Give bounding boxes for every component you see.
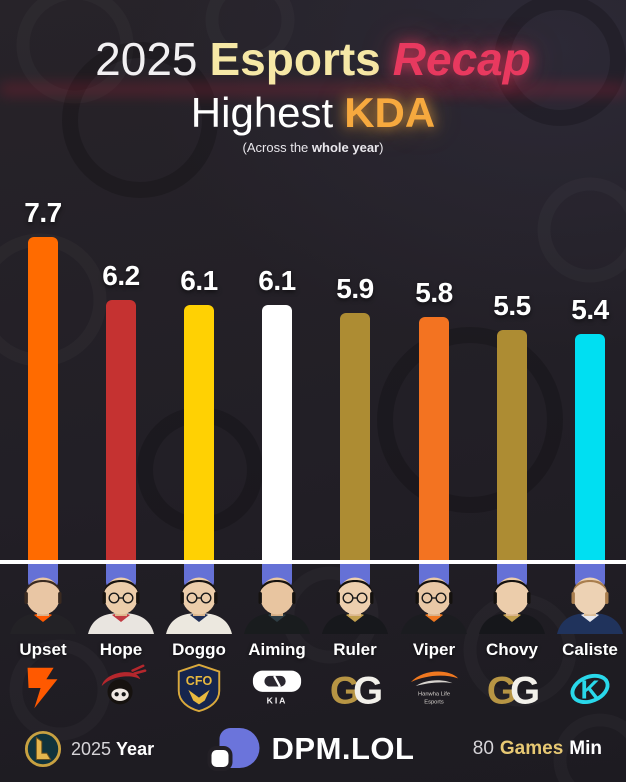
hle-logo-text-2: Esports [424,699,444,705]
bar-column-chovy: 5.5 [473,0,551,562]
player-name: Hope [99,640,143,659]
cfo-logo-text: CFO [186,674,213,688]
title-recap: Recap [392,33,531,85]
player-column-viper: Viper Hanwha Life Esports [395,564,473,716]
geng-logo: G G [487,669,539,712]
player-photo-viper [401,577,467,634]
bar [262,305,292,562]
footer-left: 2025 Year [24,730,154,768]
player-photo-hope [88,577,154,634]
subtitle: Highest KDA [0,89,626,137]
footer: 2025 Year DPM.LOL 80 Games Min [0,716,626,782]
player-name: Chovy [486,640,538,659]
bar-column-upset: 7.7 [4,0,82,562]
bar-column-doggo: 6.1 [160,0,238,562]
svg-text:G: G [487,669,517,712]
subtitle-highest: Highest [190,88,334,136]
brand-name: DPM.LOL [271,731,415,766]
svg-text:G: G [510,669,539,712]
player-column-doggo: Doggo CFO [160,564,238,716]
player-column-chovy: Chovy G G [473,564,551,716]
hle-logo-text-1: Hanwha Life [418,692,450,698]
bar-value: 6.1 [258,265,296,296]
title-esports: Esports [209,33,381,85]
red-glow-band [0,84,626,95]
bar [340,313,370,562]
player-name: Caliste [562,640,618,659]
footer-brand: DPM.LOL [211,727,415,771]
glasses-icon [421,592,447,604]
bar-value: 5.9 [336,273,374,304]
bar [184,305,214,562]
bar [419,317,449,562]
hanwha-life-esports-logo: Hanwha Life Esports [410,671,459,705]
bar-column-viper: 5.8 [395,0,473,562]
dpm-lol-logo [211,727,260,771]
bar-column-caliste: 5.4 [551,0,626,562]
ninjas-in-pyjamas-logo [101,664,147,705]
player-photo-chovy [479,577,545,634]
bar-value: 6.1 [180,265,218,296]
svg-text:G: G [353,669,382,712]
footer-year: 2025 Year [71,738,155,759]
chart-baseline [0,560,626,564]
page-title: 2025 Esports Recap [0,34,626,85]
bar-value: 6.2 [102,260,140,291]
kia-logo: KIA [252,670,302,705]
cfo-logo: CFO [177,663,221,713]
glasses-icon [342,592,368,604]
geng-logo: G G [330,669,382,712]
bar [497,330,527,562]
league-of-legends-logo [24,730,62,768]
player-photo-ruler [322,577,388,634]
player-name: Upset [19,640,67,659]
kda-bar-chart: 7.7 6.2 6.1 6.1 5.9 5.8 5.5 5.4 [4,0,626,562]
player-photo-doggo [166,577,232,634]
player-photo-caliste [557,577,623,634]
title-year: 2025 [95,33,198,85]
svg-text:K: K [581,675,600,705]
bar-value: 5.4 [571,294,609,325]
bar-value: 7.7 [24,197,62,228]
bar-value: 5.5 [493,290,531,321]
player-column-upset: Upset [4,564,82,716]
player-name: Aiming [248,640,306,659]
player-name: Ruler [333,640,377,659]
player-photo-aiming [244,577,310,634]
bar-column-hope: 6.2 [82,0,160,562]
player-name: Doggo [172,640,226,659]
glasses-icon [186,592,212,604]
bar-column-aiming: 6.1 [238,0,316,562]
player-column-caliste: Caliste K [551,564,626,716]
bar [575,334,605,562]
bar-value: 5.8 [415,277,453,308]
player-name: Viper [412,640,456,659]
footer-games-min: 80 Games Min [472,738,602,759]
player-column-hope: Hope [82,564,160,716]
fnatic-logo [27,667,58,709]
subtitle-kda: KDA [344,88,436,136]
bar [28,237,58,562]
bar [106,300,136,562]
svg-text:G: G [330,669,360,712]
players-row: Upset Hope [0,564,626,716]
glasses-icon [108,592,134,604]
header: 2025 Esports Recap Highest KDA (Across the … [0,34,626,155]
player-column-ruler: Ruler G G [316,564,394,716]
bar-column-ruler: 5.9 [316,0,394,562]
subtitle-note: (Across the whole year) [242,139,384,155]
player-photo-upset [10,577,76,634]
karmine-corp-logo: K [570,673,610,705]
player-column-aiming: Aiming KIA [238,564,316,716]
kia-logo-text: KIA [267,695,288,705]
